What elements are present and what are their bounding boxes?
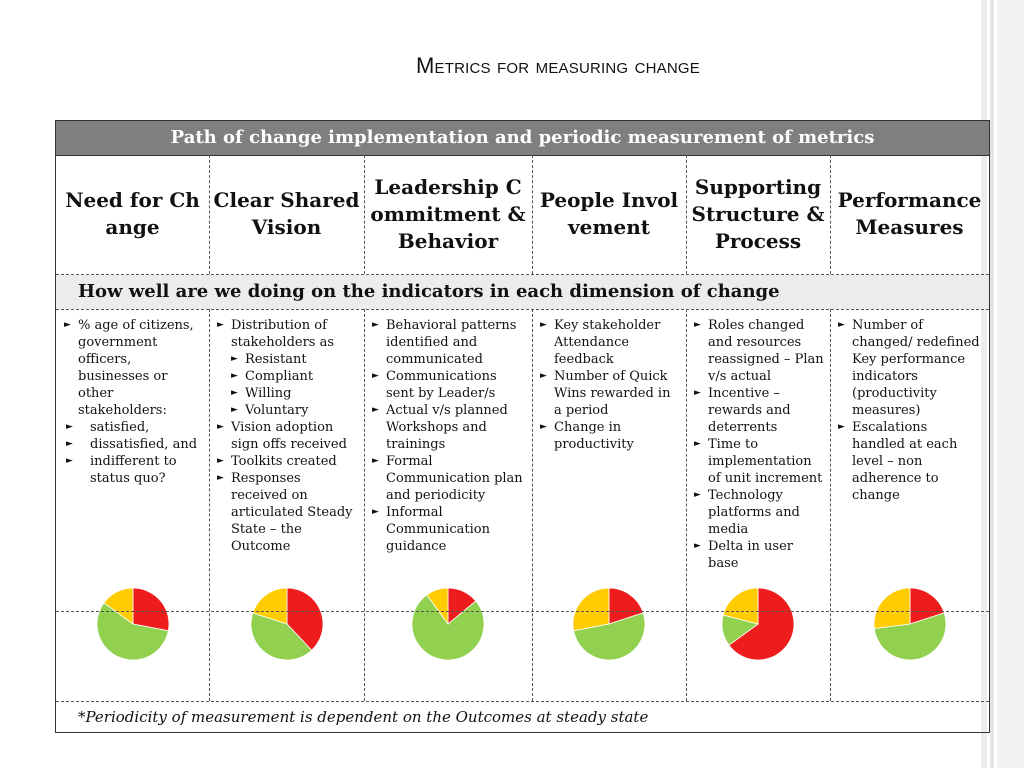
divider [532, 155, 533, 274]
list-item: Time to implementation of unit increment [694, 436, 824, 487]
list-item: satisfied, [64, 419, 203, 436]
pie-slice-yellow [426, 587, 449, 626]
list-item: Incentive – rewards and deterrents [694, 385, 824, 436]
indicator-list: % age of citizens, government officers, … [56, 311, 209, 487]
divider [532, 309, 533, 701]
indicator-list: Behavioral patterns identified and commu… [364, 311, 532, 555]
list-item: Toolkits created [217, 453, 358, 470]
status-pie [209, 587, 364, 701]
slide-edge-stripe [997, 0, 1024, 768]
divider [209, 155, 210, 274]
slide-edge-stripe [981, 0, 987, 768]
metrics-table: Path of change implementation and period… [55, 120, 990, 733]
indicator-list: Key stakeholder Attendance feedback Numb… [532, 311, 686, 453]
slide-edge-stripe [990, 0, 994, 768]
divider [830, 155, 831, 274]
pie-slice-green [250, 612, 312, 661]
list-item: Technology platforms and media [694, 487, 824, 538]
footnote: *Periodicity of measurement is dependent… [78, 708, 649, 726]
list-item: Distribution of stakeholders as [217, 317, 358, 351]
dimension-heading: Need for Change [65, 188, 200, 239]
status-pie [686, 587, 830, 701]
list-item: Vision adoption sign offs received [217, 419, 358, 453]
list-item: Actual v/s planned Workshops and trainin… [372, 402, 526, 453]
indicator-list: Distribution of stakeholders as Resistan… [209, 311, 364, 555]
list-item: Informal Communication guidance [372, 504, 526, 555]
list-item: Escalations handled at each level – non … [838, 419, 983, 504]
status-pie [364, 587, 532, 701]
divider [209, 309, 210, 701]
pie-slice-green [573, 612, 646, 661]
status-pie [56, 587, 209, 701]
pie-slice-yellow [102, 587, 133, 625]
list-item: dissatisfied, and [64, 436, 203, 453]
list-item: Resistant [231, 351, 358, 368]
status-pie [830, 587, 989, 701]
dimension-heading: Clear Shared Vision [213, 188, 360, 239]
divider [686, 155, 687, 274]
list-item: Responses received on articulated Steady… [217, 470, 358, 555]
divider [364, 309, 365, 701]
divider [56, 274, 989, 275]
list-item: Formal Communication plan and periodicit… [372, 453, 526, 504]
divider [686, 309, 687, 701]
list-item: indifferent to status quo? [64, 453, 203, 487]
list-item: % age of citizens, government officers, … [64, 317, 203, 419]
list-item: Communications sent by Leader/s [372, 368, 526, 402]
pie-slice-green [96, 602, 169, 661]
pie-slice-yellow [873, 587, 910, 629]
status-pie [532, 587, 686, 701]
divider [364, 155, 365, 274]
dimension-heading: Performance Measures [837, 188, 982, 239]
list-item: Number of Quick Wins rewarded in a perio… [540, 368, 680, 419]
pie-slice-red [132, 587, 169, 632]
divider [56, 155, 989, 156]
list-item: Delta in user base [694, 538, 824, 572]
pie-slice-yellow [722, 587, 759, 625]
list-item: Number of changed/ redefined Key perform… [838, 317, 983, 419]
pie-slice-red [286, 587, 323, 651]
divider [56, 701, 989, 702]
divider [830, 309, 831, 701]
table-header: Path of change implementation and period… [56, 121, 989, 155]
slide-title: Metrics for measuring change [416, 53, 700, 78]
list-item: Roles changed and resources reassigned –… [694, 317, 824, 385]
pie-slice-green [873, 612, 946, 661]
dimension-heading: People Involvement [539, 188, 679, 239]
list-item: Willing [231, 385, 358, 402]
dimension-heading: Leadership Commitment & Behavior [370, 174, 526, 253]
pie-slice-red [728, 587, 795, 661]
indicator-list: Roles changed and resources reassigned –… [686, 311, 830, 572]
indicator-list: Number of changed/ redefined Key perform… [830, 311, 989, 504]
pie-slice-yellow [572, 587, 610, 632]
list-item: Behavioral patterns identified and commu… [372, 317, 526, 368]
list-item: Voluntary [231, 402, 358, 419]
list-item: Key stakeholder Attendance feedback [540, 317, 680, 368]
list-item: Change in productivity [540, 419, 680, 453]
indicator-question: How well are we doing on the indicators … [56, 275, 989, 309]
divider [56, 611, 989, 612]
divider [56, 309, 989, 310]
list-item: Compliant [231, 368, 358, 385]
dimension-heading: Supporting Structure & Process [691, 174, 825, 253]
